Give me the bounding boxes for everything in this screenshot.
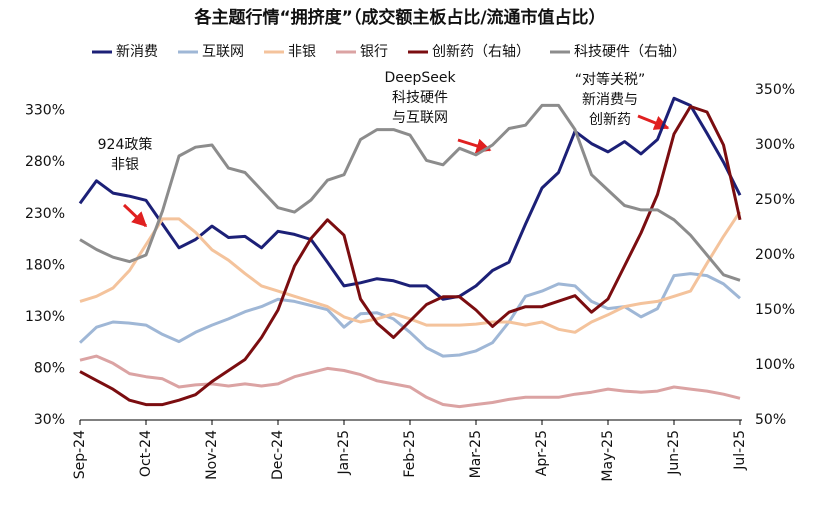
annotation: 创新药 bbox=[589, 112, 631, 128]
x-tick-label: Sep-24 bbox=[72, 430, 88, 479]
x-tick-label: Dec-24 bbox=[270, 430, 286, 480]
annotation: DeepSeek bbox=[384, 70, 456, 86]
annotation: 924政策 bbox=[98, 136, 153, 153]
annotation: “对等关税” bbox=[575, 71, 646, 88]
legend-label: 非银 bbox=[288, 44, 316, 60]
y2-tick-label: 350% bbox=[755, 82, 795, 98]
y2-tick-label: 200% bbox=[755, 247, 795, 263]
y-tick-label: 80% bbox=[34, 360, 65, 376]
x-tick-label: Mar-25 bbox=[468, 430, 484, 478]
series-line bbox=[78, 96, 742, 301]
legend-label: 科技硬件（右轴） bbox=[574, 44, 686, 60]
x-tick-label: May-25 bbox=[600, 430, 616, 482]
y-tick-label: 30% bbox=[34, 412, 65, 428]
series-line bbox=[79, 354, 741, 409]
series-line bbox=[79, 103, 741, 282]
x-tick-label: Jun-25 bbox=[666, 430, 682, 476]
x-tick-label: Feb-25 bbox=[402, 430, 418, 478]
y2-tick-label: 50% bbox=[755, 412, 786, 428]
y2-tick-label: 150% bbox=[755, 302, 795, 318]
legend-label: 银行 bbox=[360, 44, 388, 60]
y2-tick-label: 100% bbox=[755, 357, 795, 373]
x-tick-label: Jan-25 bbox=[336, 430, 352, 475]
x-tick-label: Nov-24 bbox=[204, 430, 220, 480]
annotation: 新消费与 bbox=[582, 92, 638, 108]
legend-label: 创新药（右轴） bbox=[432, 44, 530, 60]
series-line bbox=[78, 272, 741, 358]
y-tick-label: 180% bbox=[25, 257, 65, 273]
y-tick-label: 280% bbox=[25, 154, 65, 170]
y-tick-label: 230% bbox=[25, 206, 65, 222]
y-tick-label: 130% bbox=[25, 309, 65, 325]
annotation: 科技硬件 bbox=[392, 90, 448, 106]
annotation: 非银 bbox=[111, 157, 139, 173]
y2-tick-label: 250% bbox=[755, 192, 795, 208]
chart-title: 各主题行情“拥挤度”（成交额主板占比/流通市值占比） bbox=[193, 7, 605, 28]
legend-label: 互联网 bbox=[202, 44, 244, 60]
x-tick-label: Jul-25 bbox=[732, 430, 748, 471]
series-line bbox=[79, 105, 742, 407]
x-tick-label: Oct-24 bbox=[138, 430, 154, 477]
annotation: 与互联网 bbox=[392, 110, 448, 126]
y-tick-label: 330% bbox=[25, 103, 65, 119]
legend-label: 新消费 bbox=[116, 44, 158, 60]
y2-tick-label: 300% bbox=[755, 137, 795, 153]
arrow bbox=[122, 203, 148, 228]
x-tick-label: Apr-25 bbox=[534, 430, 550, 476]
